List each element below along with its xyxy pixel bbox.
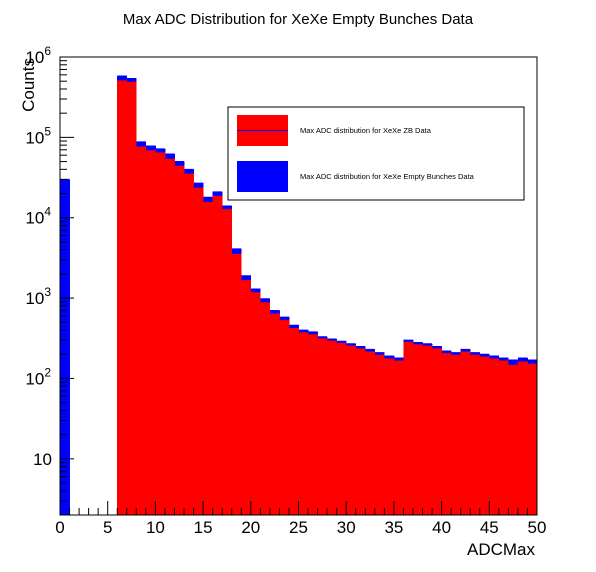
series-outline xyxy=(117,79,537,365)
y-axis-label: Counts xyxy=(19,58,38,112)
bar xyxy=(460,350,471,515)
x-tick-label: 25 xyxy=(289,518,308,537)
bar xyxy=(212,195,223,515)
x-tick-label: 45 xyxy=(480,518,499,537)
bar xyxy=(279,319,290,515)
bar xyxy=(203,201,213,516)
x-tick-label: 50 xyxy=(528,518,547,537)
x-tick-label: 40 xyxy=(432,518,451,537)
bar xyxy=(393,359,404,515)
legend-label-empty: Max ADC distribution for XeXe Empty Bunc… xyxy=(300,172,475,181)
bar xyxy=(231,253,242,515)
bar xyxy=(164,158,175,515)
axis-ticks xyxy=(59,56,538,516)
bar xyxy=(451,354,462,515)
x-tick-label: 5 xyxy=(103,518,112,537)
bar xyxy=(336,342,347,515)
bar xyxy=(222,208,233,515)
x-tick-labels: 0 5 10 15 20 25 30 35 40 45 50 xyxy=(55,518,546,537)
y-tick-label: 104 xyxy=(25,205,51,228)
bar xyxy=(145,149,156,516)
histogram-bars xyxy=(60,75,538,516)
bar xyxy=(155,151,166,515)
chart-title: Max ADC Distribution for XeXe Empty Bunc… xyxy=(123,11,474,28)
bar xyxy=(384,357,395,515)
bar xyxy=(412,343,423,515)
legend-swatch-empty xyxy=(237,161,288,192)
bar xyxy=(479,356,490,515)
bar xyxy=(422,345,433,515)
bar xyxy=(126,81,137,516)
bar xyxy=(517,360,528,515)
bar xyxy=(298,331,309,515)
bar xyxy=(346,345,357,515)
bar xyxy=(470,354,481,515)
y-tick-label: 10 xyxy=(33,450,52,469)
bar xyxy=(184,173,194,516)
y-tick-labels: 10 102 103 104 105 106 xyxy=(25,44,52,469)
bar xyxy=(527,363,538,515)
bar xyxy=(269,313,280,515)
bar xyxy=(174,165,185,515)
bar xyxy=(193,187,204,515)
bar xyxy=(508,364,519,515)
bar xyxy=(498,359,509,515)
y-tick-label: 106 xyxy=(25,44,51,67)
bar xyxy=(136,146,147,515)
legend: Max ADC distribution for XeXe ZB Data Ma… xyxy=(227,106,525,201)
bar xyxy=(403,341,414,515)
x-tick-label: 0 xyxy=(55,518,64,537)
y-tick-label: 102 xyxy=(25,365,51,388)
x-tick-label: 35 xyxy=(384,518,403,537)
bar xyxy=(250,291,261,515)
x-tick-label: 15 xyxy=(194,518,213,537)
x-tick-label: 10 xyxy=(146,518,165,537)
bar xyxy=(317,337,328,515)
y-tick-label: 105 xyxy=(25,124,51,147)
bar xyxy=(365,350,376,515)
bar xyxy=(374,354,385,515)
bar xyxy=(260,301,271,515)
bar xyxy=(441,352,452,515)
bar xyxy=(489,357,500,515)
bar xyxy=(355,347,366,515)
x-tick-label: 20 xyxy=(241,518,260,537)
bar xyxy=(117,79,128,516)
bar xyxy=(60,179,70,515)
bar xyxy=(432,347,442,515)
y-tick-label: 103 xyxy=(25,285,51,308)
x-tick-label: 30 xyxy=(337,518,356,537)
series-1 xyxy=(117,79,538,516)
bar xyxy=(308,333,318,515)
bar xyxy=(288,327,299,515)
legend-label-zb: Max ADC distribution for XeXe ZB Data xyxy=(300,126,432,135)
bar xyxy=(327,340,338,515)
x-axis-label: ADCMax xyxy=(467,540,536,559)
bar xyxy=(241,279,252,515)
